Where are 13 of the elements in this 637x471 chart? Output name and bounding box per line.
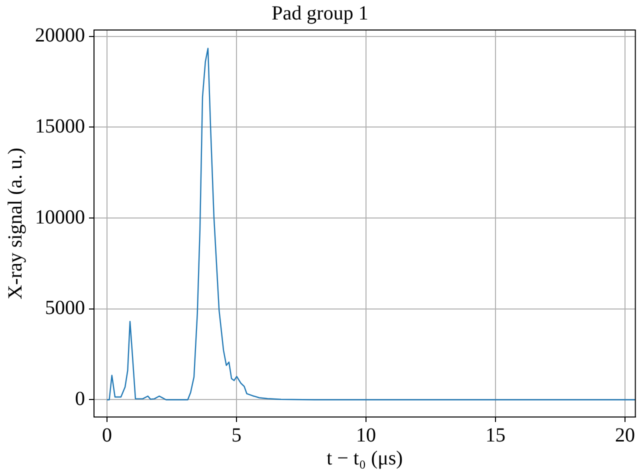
x-axis-title: t − t₀ (μs)	[326, 447, 403, 470]
y-tick-label: 0	[75, 388, 85, 410]
y-tick-label: 5000	[45, 297, 85, 320]
x-tick-label: 20	[614, 424, 635, 446]
y-axis-title: X-ray signal (a. u.)	[4, 148, 26, 300]
x-tick-label: 10	[356, 424, 376, 446]
chart-title: Pad group 1	[272, 2, 368, 24]
x-tick-label: 15	[485, 424, 506, 446]
y-tick-label: 10000	[35, 206, 85, 228]
x-tick-label: 0	[102, 424, 112, 446]
y-tick-label: 20000	[35, 24, 85, 47]
x-tick-label: 5	[231, 424, 242, 446]
y-tick-label: 15000	[35, 115, 85, 138]
